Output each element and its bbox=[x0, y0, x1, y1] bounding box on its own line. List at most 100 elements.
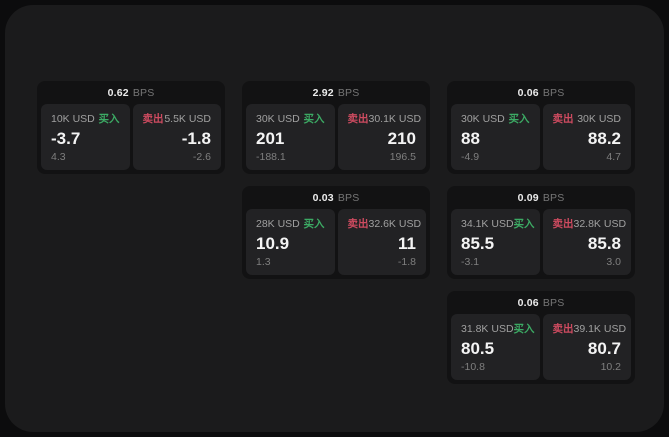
bps-unit-label: BPS bbox=[542, 191, 565, 204]
sell-sub-value: -2.6 bbox=[192, 151, 211, 163]
quote-panels: 31.8K USD 买入 80.5 -10.8 卖出 39.1K USD 80.… bbox=[447, 314, 635, 384]
quote-card: 0.03 BPS 28K USD 买入 10.9 1.3 卖出 32.6K US… bbox=[242, 186, 430, 279]
bps-unit-label: BPS bbox=[132, 86, 155, 99]
sell-main-value: -1.8 bbox=[181, 129, 211, 148]
sell-panel-header: 卖出 39.1K USD bbox=[552, 321, 627, 336]
buy-side-label: 买入 bbox=[508, 113, 530, 125]
sell-panel-header: 卖出 30K USD bbox=[553, 111, 622, 126]
buy-size-label: 31.8K USD bbox=[461, 323, 514, 335]
card-header: 0.06 BPS bbox=[447, 291, 635, 314]
sell-side-label: 卖出 bbox=[552, 113, 574, 125]
sell-sub-value: 4.7 bbox=[606, 151, 621, 163]
sell-side-label: 卖出 bbox=[142, 113, 164, 125]
quote-panels: 30K USD 买入 88 -4.9 卖出 30K USD 88.2 4.7 bbox=[447, 104, 635, 174]
buy-size-label: 34.1K USD bbox=[461, 218, 514, 230]
sell-quote-panel[interactable]: 卖出 30.1K USD 210 196.5 bbox=[337, 104, 426, 170]
sell-sub-value: 3.0 bbox=[606, 256, 621, 268]
sell-quote-panel[interactable]: 卖出 32.8K USD 85.8 3.0 bbox=[542, 209, 631, 275]
bps-unit-label: BPS bbox=[337, 86, 360, 99]
quote-card: 0.06 BPS 31.8K USD 买入 80.5 -10.8 卖出 39.1… bbox=[447, 291, 635, 384]
card-header: 2.92 BPS bbox=[242, 81, 430, 104]
sell-size-label: 32.6K USD bbox=[368, 218, 422, 230]
quote-panels: 34.1K USD 买入 85.5 -3.1 卖出 32.8K USD 85.8… bbox=[447, 209, 635, 279]
buy-side-label: 买入 bbox=[303, 218, 325, 230]
sell-side-label: 卖出 bbox=[552, 218, 574, 230]
buy-side-label: 买入 bbox=[513, 218, 535, 230]
buy-panel-header: 31.8K USD 买入 bbox=[461, 321, 535, 336]
buy-panel-header: 34.1K USD 买入 bbox=[461, 216, 535, 231]
buy-side-label: 买入 bbox=[513, 323, 535, 335]
sell-side-label: 卖出 bbox=[552, 323, 574, 335]
card-header: 0.06 BPS bbox=[447, 81, 635, 104]
quote-card: 0.62 BPS 10K USD 买入 -3.7 4.3 卖出 5.5K USD… bbox=[37, 81, 225, 174]
buy-size-label: 28K USD bbox=[256, 218, 300, 230]
buy-panel-header: 10K USD 买入 bbox=[51, 111, 120, 126]
quote-card: 0.06 BPS 30K USD 买入 88 -4.9 卖出 30K USD 8… bbox=[447, 81, 635, 174]
buy-size-label: 30K USD bbox=[256, 113, 300, 125]
buy-size-label: 30K USD bbox=[461, 113, 505, 125]
sell-main-value: 210 bbox=[387, 129, 416, 148]
sell-sub-value: 196.5 bbox=[389, 151, 416, 163]
bps-value: 0.62 bbox=[107, 86, 129, 99]
sell-size-label: 39.1K USD bbox=[573, 323, 627, 335]
sell-side-label: 卖出 bbox=[347, 218, 369, 230]
buy-panel-header: 28K USD 买入 bbox=[256, 216, 325, 231]
sell-main-value: 85.8 bbox=[587, 234, 621, 253]
buy-quote-panel[interactable]: 30K USD 买入 201 -188.1 bbox=[246, 104, 335, 170]
sell-panel-header: 卖出 30.1K USD bbox=[347, 111, 422, 126]
buy-sub-value: -188.1 bbox=[256, 151, 286, 163]
sell-size-label: 5.5K USD bbox=[164, 113, 211, 125]
buy-panel-header: 30K USD 买入 bbox=[461, 111, 530, 126]
quote-panels: 30K USD 买入 201 -188.1 卖出 30.1K USD 210 1… bbox=[242, 104, 430, 174]
buy-panel-header: 30K USD 买入 bbox=[256, 111, 325, 126]
sell-size-label: 32.8K USD bbox=[573, 218, 627, 230]
buy-quote-panel[interactable]: 34.1K USD 买入 85.5 -3.1 bbox=[451, 209, 540, 275]
sell-main-value: 11 bbox=[398, 234, 416, 253]
buy-main-value: 10.9 bbox=[256, 234, 290, 253]
bps-unit-label: BPS bbox=[542, 296, 565, 309]
sell-panel-header: 卖出 32.6K USD bbox=[347, 216, 422, 231]
buy-side-label: 买入 bbox=[303, 113, 325, 125]
buy-side-label: 买入 bbox=[98, 113, 120, 125]
quote-panels: 28K USD 买入 10.9 1.3 卖出 32.6K USD 11 -1.8 bbox=[242, 209, 430, 279]
buy-sub-value: 1.3 bbox=[256, 256, 271, 268]
buy-main-value: 85.5 bbox=[461, 234, 495, 253]
buy-sub-value: -4.9 bbox=[461, 151, 480, 163]
quote-card: 2.92 BPS 30K USD 买入 201 -188.1 卖出 30.1K … bbox=[242, 81, 430, 174]
card-header: 0.09 BPS bbox=[447, 186, 635, 209]
card-header: 0.03 BPS bbox=[242, 186, 430, 209]
buy-main-value: 80.5 bbox=[461, 339, 495, 358]
buy-size-label: 10K USD bbox=[51, 113, 95, 125]
buy-main-value: -3.7 bbox=[51, 129, 81, 148]
buy-main-value: 88 bbox=[461, 129, 480, 148]
bps-value: 0.09 bbox=[517, 191, 539, 204]
buy-main-value: 201 bbox=[256, 129, 285, 148]
buy-sub-value: 4.3 bbox=[51, 151, 66, 163]
buy-sub-value: -3.1 bbox=[461, 256, 480, 268]
bps-value: 2.92 bbox=[312, 86, 334, 99]
buy-quote-panel[interactable]: 28K USD 买入 10.9 1.3 bbox=[246, 209, 335, 275]
app-surface: 0.62 BPS 10K USD 买入 -3.7 4.3 卖出 5.5K USD… bbox=[5, 5, 664, 432]
bps-unit-label: BPS bbox=[542, 86, 565, 99]
bps-value: 0.03 bbox=[312, 191, 334, 204]
sell-sub-value: 10.2 bbox=[600, 361, 621, 373]
sell-size-label: 30K USD bbox=[577, 113, 621, 125]
buy-quote-panel[interactable]: 31.8K USD 买入 80.5 -10.8 bbox=[451, 314, 540, 380]
sell-quote-panel[interactable]: 卖出 32.6K USD 11 -1.8 bbox=[337, 209, 426, 275]
sell-panel-header: 卖出 32.8K USD bbox=[552, 216, 627, 231]
sell-main-value: 88.2 bbox=[587, 129, 621, 148]
buy-quote-panel[interactable]: 30K USD 买入 88 -4.9 bbox=[451, 104, 540, 170]
bps-value: 0.06 bbox=[517, 86, 539, 99]
buy-quote-panel[interactable]: 10K USD 买入 -3.7 4.3 bbox=[41, 104, 130, 170]
sell-quote-panel[interactable]: 卖出 5.5K USD -1.8 -2.6 bbox=[132, 104, 221, 170]
bps-value: 0.06 bbox=[517, 296, 539, 309]
sell-quote-panel[interactable]: 卖出 39.1K USD 80.7 10.2 bbox=[542, 314, 631, 380]
cards-grid: 0.62 BPS 10K USD 买入 -3.7 4.3 卖出 5.5K USD… bbox=[37, 81, 635, 384]
sell-panel-header: 卖出 5.5K USD bbox=[143, 111, 212, 126]
card-header: 0.62 BPS bbox=[37, 81, 225, 104]
sell-size-label: 30.1K USD bbox=[368, 113, 422, 125]
sell-quote-panel[interactable]: 卖出 30K USD 88.2 4.7 bbox=[542, 104, 631, 170]
bps-unit-label: BPS bbox=[337, 191, 360, 204]
sell-sub-value: -1.8 bbox=[397, 256, 416, 268]
sell-side-label: 卖出 bbox=[347, 113, 369, 125]
